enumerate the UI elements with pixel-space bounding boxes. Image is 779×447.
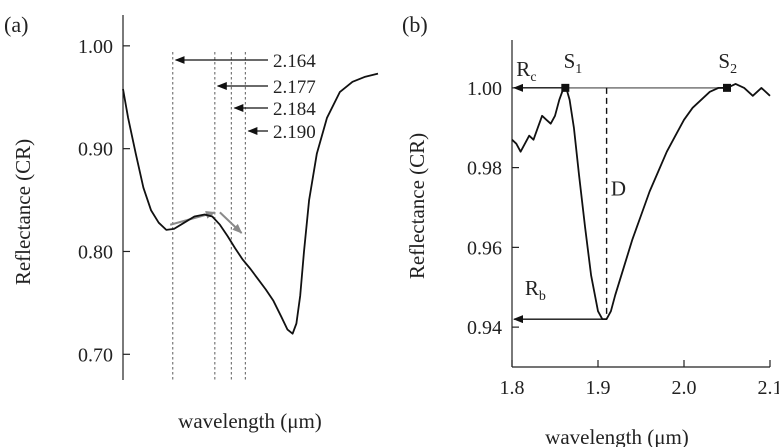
panel-a-xlabel: wavelength (μm) bbox=[178, 409, 322, 433]
panel-a-y-tick-label: 0.90 bbox=[78, 139, 113, 161]
panel-a-y-tick-label: 1.00 bbox=[78, 36, 113, 58]
panel-b-annotation: S1 bbox=[564, 49, 583, 77]
panel-b-x-tick-label: 2.1 bbox=[758, 377, 779, 399]
panel-b-x-tick-label: 1.9 bbox=[586, 377, 611, 399]
panel-a-curve bbox=[122, 72, 379, 335]
panel-b-curve bbox=[511, 83, 771, 320]
panel-b-annotation: Rc bbox=[516, 57, 536, 85]
panel-a-gray-arrow bbox=[219, 211, 243, 234]
panel-b-y-tick-label: 1.00 bbox=[467, 78, 502, 100]
panel-a-ylabel: Reflectance (CR) bbox=[11, 139, 35, 285]
panel-b-annotation: D bbox=[611, 177, 626, 201]
panel-a-y-tick-label: 0.80 bbox=[78, 241, 113, 263]
panel-b-marker-s1 bbox=[561, 83, 570, 92]
panel-a-wavelength-label: 2.177 bbox=[273, 77, 316, 98]
panel-b-ylabel: Reflectance (CR) bbox=[405, 133, 429, 279]
panel-a-wavelength-label: 2.184 bbox=[273, 99, 316, 120]
panel-b: (b) Reflectance (CR) wavelength (μm) 0.9… bbox=[402, 12, 779, 447]
panel-b-marker-s2 bbox=[723, 83, 731, 92]
panel-b-y-tick-label: 0.94 bbox=[467, 317, 502, 339]
panel-b-y-tick-label: 0.96 bbox=[467, 237, 502, 259]
panel-a-wavelength-label: 2.190 bbox=[273, 122, 316, 143]
panel-b-x-tick-label: 2.0 bbox=[672, 377, 697, 399]
panel-a-label: (a) bbox=[4, 12, 28, 37]
panel-a-y-tick-label: 0.70 bbox=[78, 344, 113, 366]
panel-b-y-tick-label: 0.98 bbox=[467, 158, 502, 180]
panel-b-annotation: Rb bbox=[525, 276, 546, 304]
panel-a: (a) Reflectance (CR) wavelength (μm) 0.7… bbox=[4, 12, 379, 433]
panel-b-annotation: S2 bbox=[718, 49, 737, 77]
panel-b-xlabel: wavelength (μm) bbox=[545, 425, 689, 447]
panel-b-x-tick-label: 1.8 bbox=[500, 377, 525, 399]
panel-b-label: (b) bbox=[402, 12, 428, 37]
panel-a-wavelength-label: 2.164 bbox=[273, 51, 316, 72]
